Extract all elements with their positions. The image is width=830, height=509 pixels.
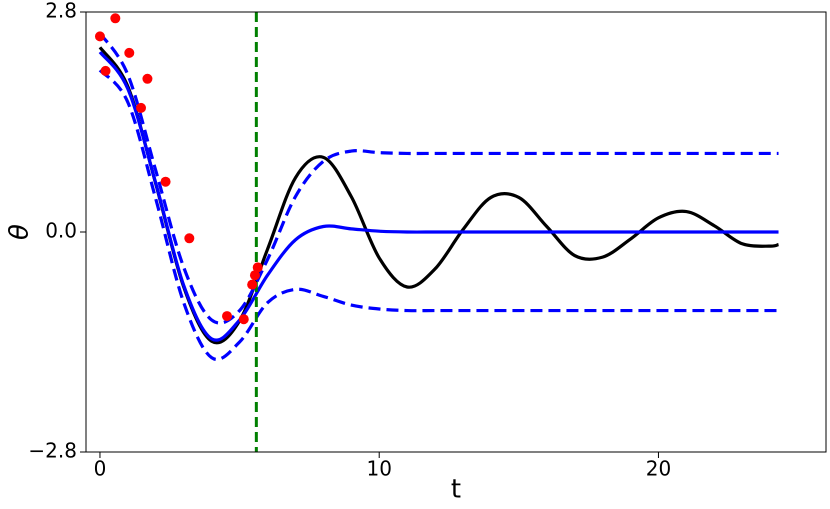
data-point — [94, 31, 105, 42]
data-point — [100, 65, 111, 76]
data-point — [124, 47, 135, 58]
x-tick-label: 20 — [646, 457, 671, 481]
data-point — [110, 13, 121, 24]
y-tick-label: 2.8 — [45, 0, 77, 23]
y-axis-label: θ — [5, 224, 35, 240]
line-series — [98, 46, 779, 345]
data-point — [160, 176, 171, 187]
line-series — [98, 32, 779, 325]
line-series — [98, 51, 779, 342]
x-tick-label: 10 — [366, 457, 391, 481]
x-axis-label: t — [451, 475, 461, 505]
line-series — [98, 68, 779, 361]
data-point — [184, 233, 195, 244]
x-tick-label: 0 — [94, 457, 107, 481]
y-tick-label: 0.0 — [45, 219, 77, 243]
plot-frame — [85, 11, 827, 453]
data-point — [238, 314, 249, 325]
data-point — [247, 279, 258, 290]
data-point — [142, 73, 153, 84]
data-point — [222, 311, 233, 322]
data-point — [252, 262, 263, 273]
data-point — [136, 102, 147, 113]
y-tick-label: −2.8 — [28, 439, 77, 463]
data-point — [249, 270, 260, 281]
